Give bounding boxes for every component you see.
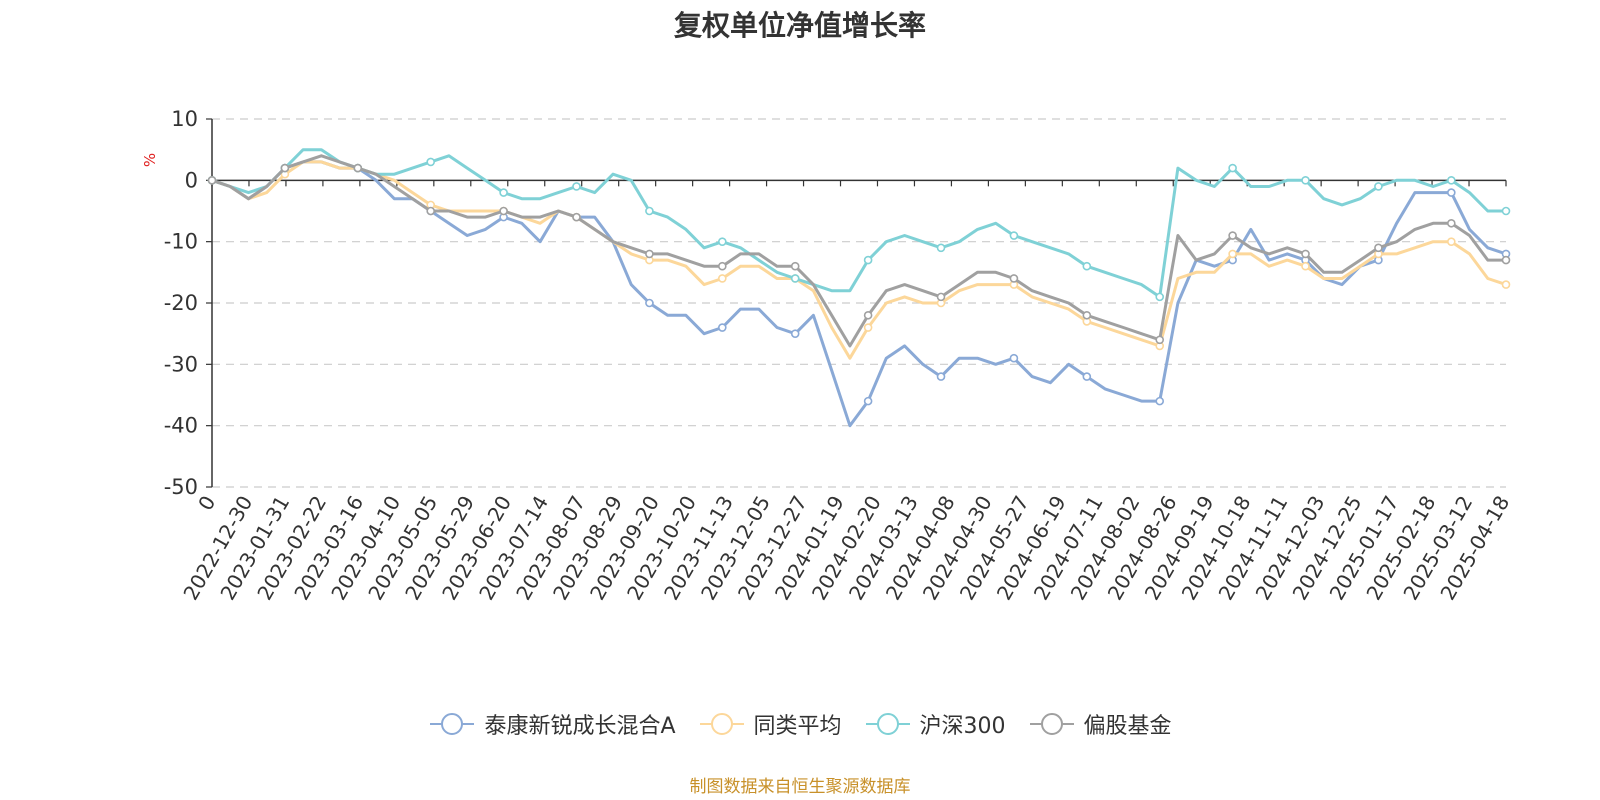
legend-item[interactable]: 同类平均 [698,708,842,740]
data-point [1301,176,1310,185]
data-point [863,255,873,265]
x-tick-label: 0 [193,492,220,515]
legend-item[interactable]: 泰康新锐成长混合A [428,708,676,740]
data-point [1228,231,1237,240]
data-point [936,292,946,302]
data-point [353,163,363,173]
data-point [1374,182,1383,191]
data-point [1155,335,1165,345]
data-point [1009,231,1019,240]
data-point [1447,237,1456,246]
series-4 [207,154,1511,348]
data-point [718,323,727,332]
data-point [1301,261,1310,271]
legend-marker-icon [865,713,910,735]
data-point [426,206,436,216]
data-point [499,188,508,197]
legend: 泰康新锐成长混合A 同类平均 沪深300 偏股基金 [0,708,1600,740]
legend-item[interactable]: 偏股基金 [1028,708,1172,740]
data-point [718,261,727,271]
chart-title: 复权单位净值增长率 [673,9,926,42]
data-point [1501,280,1511,289]
data-point [426,157,436,167]
legend-marker-icon [1029,713,1074,735]
legend-label: 泰康新锐成长混合A [484,714,676,739]
data-point [1447,218,1456,228]
line-chart: 100-10-20-30-40-5002022-12-302023-01-312… [141,107,1515,604]
data-point [572,212,581,222]
data-point [718,237,727,246]
data-point [645,298,654,308]
data-point [790,274,800,283]
data-point [499,206,508,216]
data-point [936,243,946,253]
data-point [1009,274,1019,283]
data-point [1501,206,1511,216]
y-tick-label: 0 [185,168,198,192]
data-point [1009,353,1019,363]
data-point [1447,176,1456,185]
series-lines [207,148,1511,428]
data-point [718,274,727,283]
data-point [1301,249,1310,259]
data-point [572,182,581,191]
legend-label: 同类平均 [753,714,842,739]
legend-marker-icon [699,713,744,735]
y-tick-label: -40 [164,414,198,438]
data-point [207,176,217,185]
legend-label: 偏股基金 [1083,714,1172,739]
legend-marker-icon [430,713,475,735]
data-point [1501,255,1511,265]
series-line [211,160,1507,428]
data-point [1374,243,1383,253]
series-line [211,154,1506,348]
data-point [790,329,800,338]
axes: 100-10-20-30-40-5002022-12-302023-01-312… [164,107,1515,604]
data-point [1082,372,1092,381]
data-point [863,310,873,320]
y-tick-label: -10 [164,230,198,254]
data-point [790,261,800,271]
series-1 [207,160,1511,428]
y-axis-label: % [141,153,159,167]
data-point [1155,396,1165,406]
y-tick-label: -50 [164,475,198,499]
data-point [863,396,873,406]
legend-label: 沪深300 [919,714,1006,739]
source-note: 制图数据来自恒生聚源数据库 [689,777,911,797]
data-point [280,163,290,173]
data-point [863,323,873,332]
data-point [936,372,946,381]
data-point [1082,261,1092,271]
data-point [645,249,654,259]
series-3 [207,148,1511,302]
gridlines [212,118,1506,488]
data-point [1082,310,1092,320]
y-tick-label: 10 [171,107,198,131]
data-point [645,206,654,216]
data-point [1447,188,1456,197]
data-point [1228,163,1237,173]
data-point [1228,249,1237,259]
data-point [1155,292,1165,302]
legend-item[interactable]: 沪深300 [864,708,1006,740]
series-line [211,148,1506,299]
y-tick-label: -20 [164,291,198,315]
y-tick-label: -30 [164,352,198,376]
